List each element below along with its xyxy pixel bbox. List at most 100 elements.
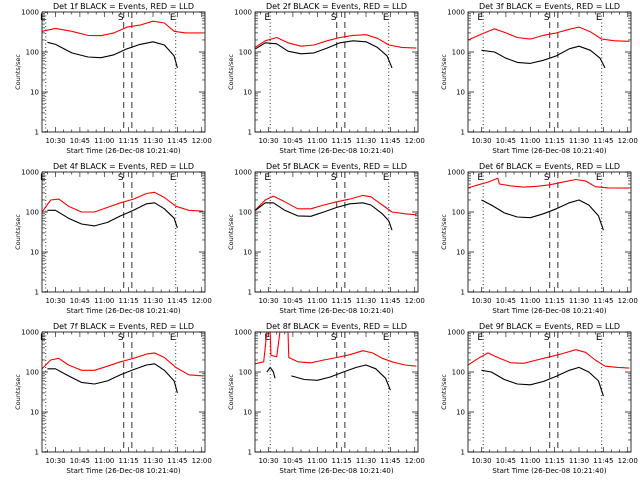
x-tick-label: 11:00 [94,137,114,145]
y-tick-label: 10 [243,249,252,257]
x-tick-label: 10:30 [471,457,491,465]
chart-title: Det 7f BLACK = Events, RED = LLD [53,322,194,331]
chart-title: Det 4f BLACK = Events, RED = LLD [53,162,194,171]
marker-label: E [40,173,46,183]
y-tick-label: 1000 [21,9,39,17]
x-tick-label: 11:30 [356,137,376,145]
x-tick-label: 11:00 [520,297,540,305]
x-tick-label: 11:45 [593,297,613,305]
y-tick-label: 1 [461,129,465,137]
chart-title: Det 5f BLACK = Events, RED = LLD [266,162,407,171]
chart-title: Det 3f BLACK = Events, RED = LLD [479,2,620,11]
series-group [42,352,204,394]
x-tick-label: 11:45 [593,457,613,465]
x-tick-label: 11:30 [356,457,376,465]
marker-label: E [40,333,46,343]
chart-panel-5: Det 5f BLACK = Events, RED = LLD 1 10 100 10… [227,162,425,315]
marker-label: E [383,333,389,343]
marker-label: S [118,173,124,183]
x-tick-label: 10:45 [283,137,303,145]
x-tick-label: 11:45 [380,137,400,145]
marker-label: E [596,13,602,23]
x-axis-label: Start Time (26-Dec-08 10:21:40) [492,307,606,315]
series-line-lld [255,34,417,49]
x-tick-label: 11:15 [119,457,139,465]
series-line-lld [255,332,417,367]
x-tick-label: 11:15 [545,297,565,305]
y-tick-label: 100 [26,369,39,377]
x-tick-label: 11:45 [380,457,400,465]
chart-title: Det 8f BLACK = Events, RED = LLD [266,322,407,331]
y-tick-label: 1000 [234,169,252,177]
series-line-events [47,363,178,394]
chart-panel-8: Det 8f BLACK = Events, RED = LLD 1 10 100 10… [227,322,425,475]
y-tick-label: 1000 [447,169,465,177]
x-tick-label: 10:30 [258,457,278,465]
marker-label: E [264,173,270,183]
y-axis-label: Counts/sec [14,214,22,250]
series-line-events [255,202,393,231]
y-tick-label: 100 [26,49,39,57]
series-line-lld [255,194,417,216]
y-tick-label: 10 [243,89,252,97]
y-tick-label: 10 [30,89,39,97]
x-tick-label: 12:00 [618,137,638,145]
x-tick-label: 10:45 [283,457,303,465]
y-tick-label: 1000 [234,329,252,337]
series-group [42,20,204,69]
x-tick-label: 10:45 [70,457,90,465]
marker-label: E [170,173,176,183]
series-group [468,26,630,69]
series-line-lld [42,20,204,37]
chart-title: Det 1f BLACK = Events, RED = LLD [53,2,194,11]
x-tick-label: 11:45 [380,297,400,305]
x-tick-label: 11:00 [307,297,327,305]
chart-panel-9: Det 9f BLACK = Events, RED = LLD 1 10 100 10… [440,322,638,475]
y-tick-label: 10 [243,409,252,417]
x-tick-label: 11:30 [143,297,163,305]
x-tick-label: 11:00 [520,137,540,145]
y-tick-label: 10 [30,249,39,257]
y-tick-label: 1 [248,289,252,297]
x-tick-label: 11:30 [569,457,589,465]
x-tick-label: 10:45 [283,297,303,305]
x-tick-label: 10:30 [258,297,278,305]
x-tick-label: 10:45 [70,297,90,305]
y-axis-label: Counts/sec [14,374,22,410]
series-line-lld [468,177,630,189]
x-tick-label: 11:00 [520,457,540,465]
y-tick-label: 1 [248,129,252,137]
x-tick-label: 11:00 [94,457,114,465]
y-tick-label: 1 [248,449,252,457]
x-tick-label: 12:00 [192,457,212,465]
y-tick-label: 1000 [21,169,39,177]
x-tick-label: 11:45 [167,457,187,465]
x-axis-label: Start Time (26-Dec-08 10:21:40) [279,147,393,155]
marker-label: E [40,13,46,23]
x-tick-label: 11:15 [332,137,352,145]
x-tick-label: 10:45 [496,137,516,145]
x-tick-label: 11:45 [167,297,187,305]
x-tick-label: 11:15 [119,297,139,305]
x-tick-label: 11:30 [356,297,376,305]
series-line-lld [42,352,204,377]
marker-label: S [544,333,550,343]
y-tick-label: 1000 [234,9,252,17]
series-group [468,349,630,397]
marker-label: E [477,13,483,23]
series-line-events [255,40,393,69]
y-tick-label: 1 [461,449,465,457]
series-line-events [47,202,178,229]
x-tick-label: 11:00 [307,137,327,145]
chart-panel-1: Det 1f BLACK = Events, RED = LLD 1 10 100 10… [14,2,212,155]
x-tick-label: 11:30 [569,137,589,145]
series-group [255,34,417,69]
x-tick-label: 11:00 [94,297,114,305]
x-axis-label: Start Time (26-Dec-08 10:21:40) [279,307,393,315]
x-axis-label: Start Time (26-Dec-08 10:21:40) [66,147,180,155]
x-tick-label: 12:00 [405,457,425,465]
plot-frame [41,171,206,293]
x-tick-label: 11:15 [332,297,352,305]
x-tick-label: 12:00 [192,137,212,145]
